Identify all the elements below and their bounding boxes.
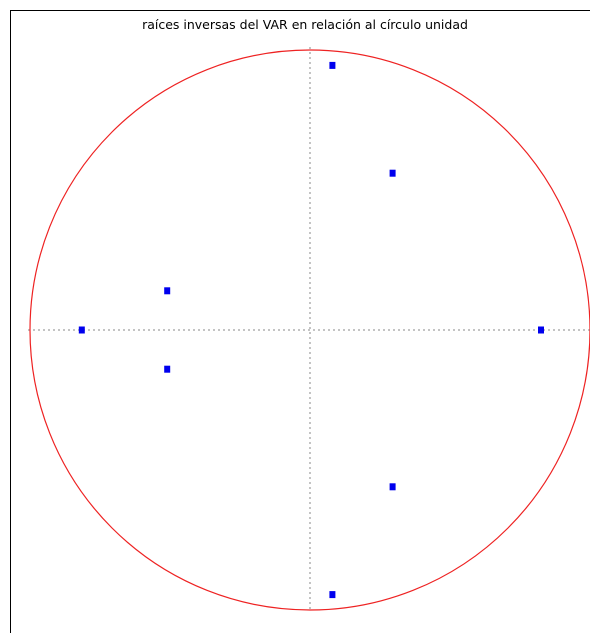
unit-circle xyxy=(29,49,590,611)
root-point-7 xyxy=(389,483,396,491)
root-point-2 xyxy=(389,169,396,177)
root-point-1 xyxy=(329,61,336,69)
root-point-6 xyxy=(164,365,171,373)
chart-title: raíces inversas del VAR en relación al c… xyxy=(142,17,468,32)
root-point-5 xyxy=(538,326,544,334)
root-point-3 xyxy=(164,287,171,295)
plot-area xyxy=(10,10,590,633)
roots-layer xyxy=(78,61,544,599)
root-point-8 xyxy=(329,591,336,599)
root-point-4 xyxy=(78,326,85,334)
